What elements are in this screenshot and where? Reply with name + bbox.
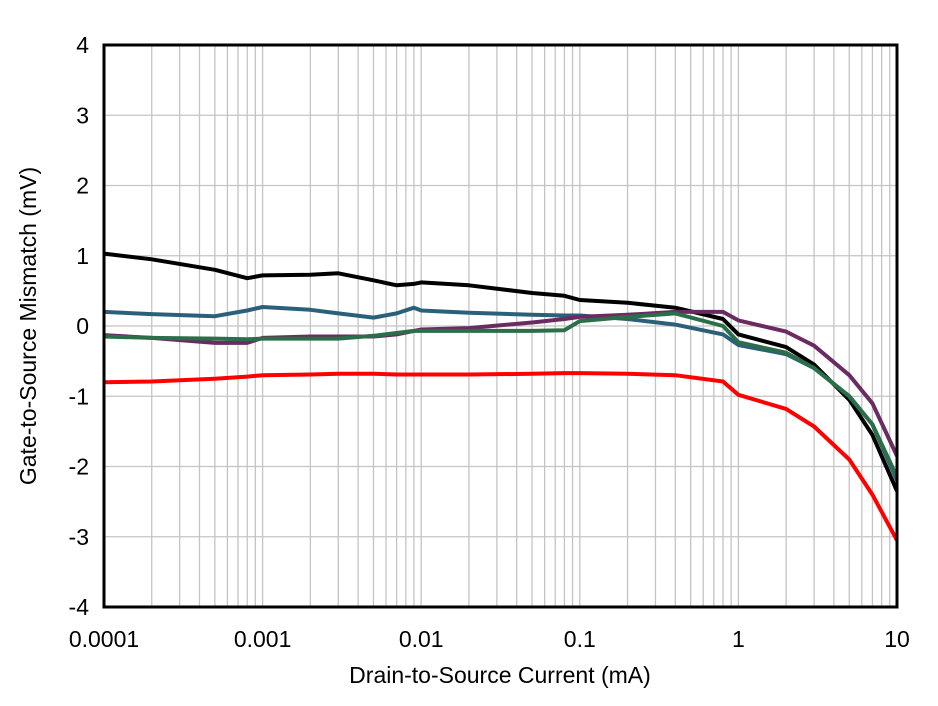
y-tick-label: 3: [76, 102, 89, 128]
y-tick-label: -1: [69, 383, 89, 409]
y-tick-label: 2: [76, 173, 89, 199]
series-lines: [103, 251, 899, 542]
y-tick-label: -3: [69, 524, 89, 550]
series-line-5: [103, 371, 899, 542]
grid: [103, 44, 897, 608]
y-tick-labels: 4 3 2 1 0 -1 -2 -3 -4: [69, 32, 90, 620]
y-tick-label: 0: [76, 313, 89, 339]
series-line-4: [103, 311, 899, 478]
series-line-2: [103, 305, 899, 482]
y-axis-label: Gate-to-Source Mismatch (mV): [15, 167, 41, 485]
x-tick-label: 0.001: [234, 626, 292, 652]
y-tick-label: 1: [76, 243, 89, 269]
plot-frame: [102, 43, 899, 609]
x-tick-label: 0.1: [564, 626, 596, 652]
x-tick-label: 0.01: [399, 626, 444, 652]
x-tick-label: 0.0001: [69, 626, 139, 652]
series-line-3: [103, 309, 899, 457]
x-axis-label: Drain-to-Source Current (mA): [349, 662, 651, 688]
y-tick-label: -2: [69, 454, 89, 480]
x-tick-label: 10: [884, 626, 910, 652]
x-tick-labels: 0.0001 0.001 0.01 0.1 1 10: [69, 626, 910, 652]
y-tick-label: 4: [76, 32, 89, 58]
y-tick-label: -4: [69, 594, 90, 620]
series-line-1: [103, 251, 899, 492]
x-tick-label: 1: [732, 626, 745, 652]
